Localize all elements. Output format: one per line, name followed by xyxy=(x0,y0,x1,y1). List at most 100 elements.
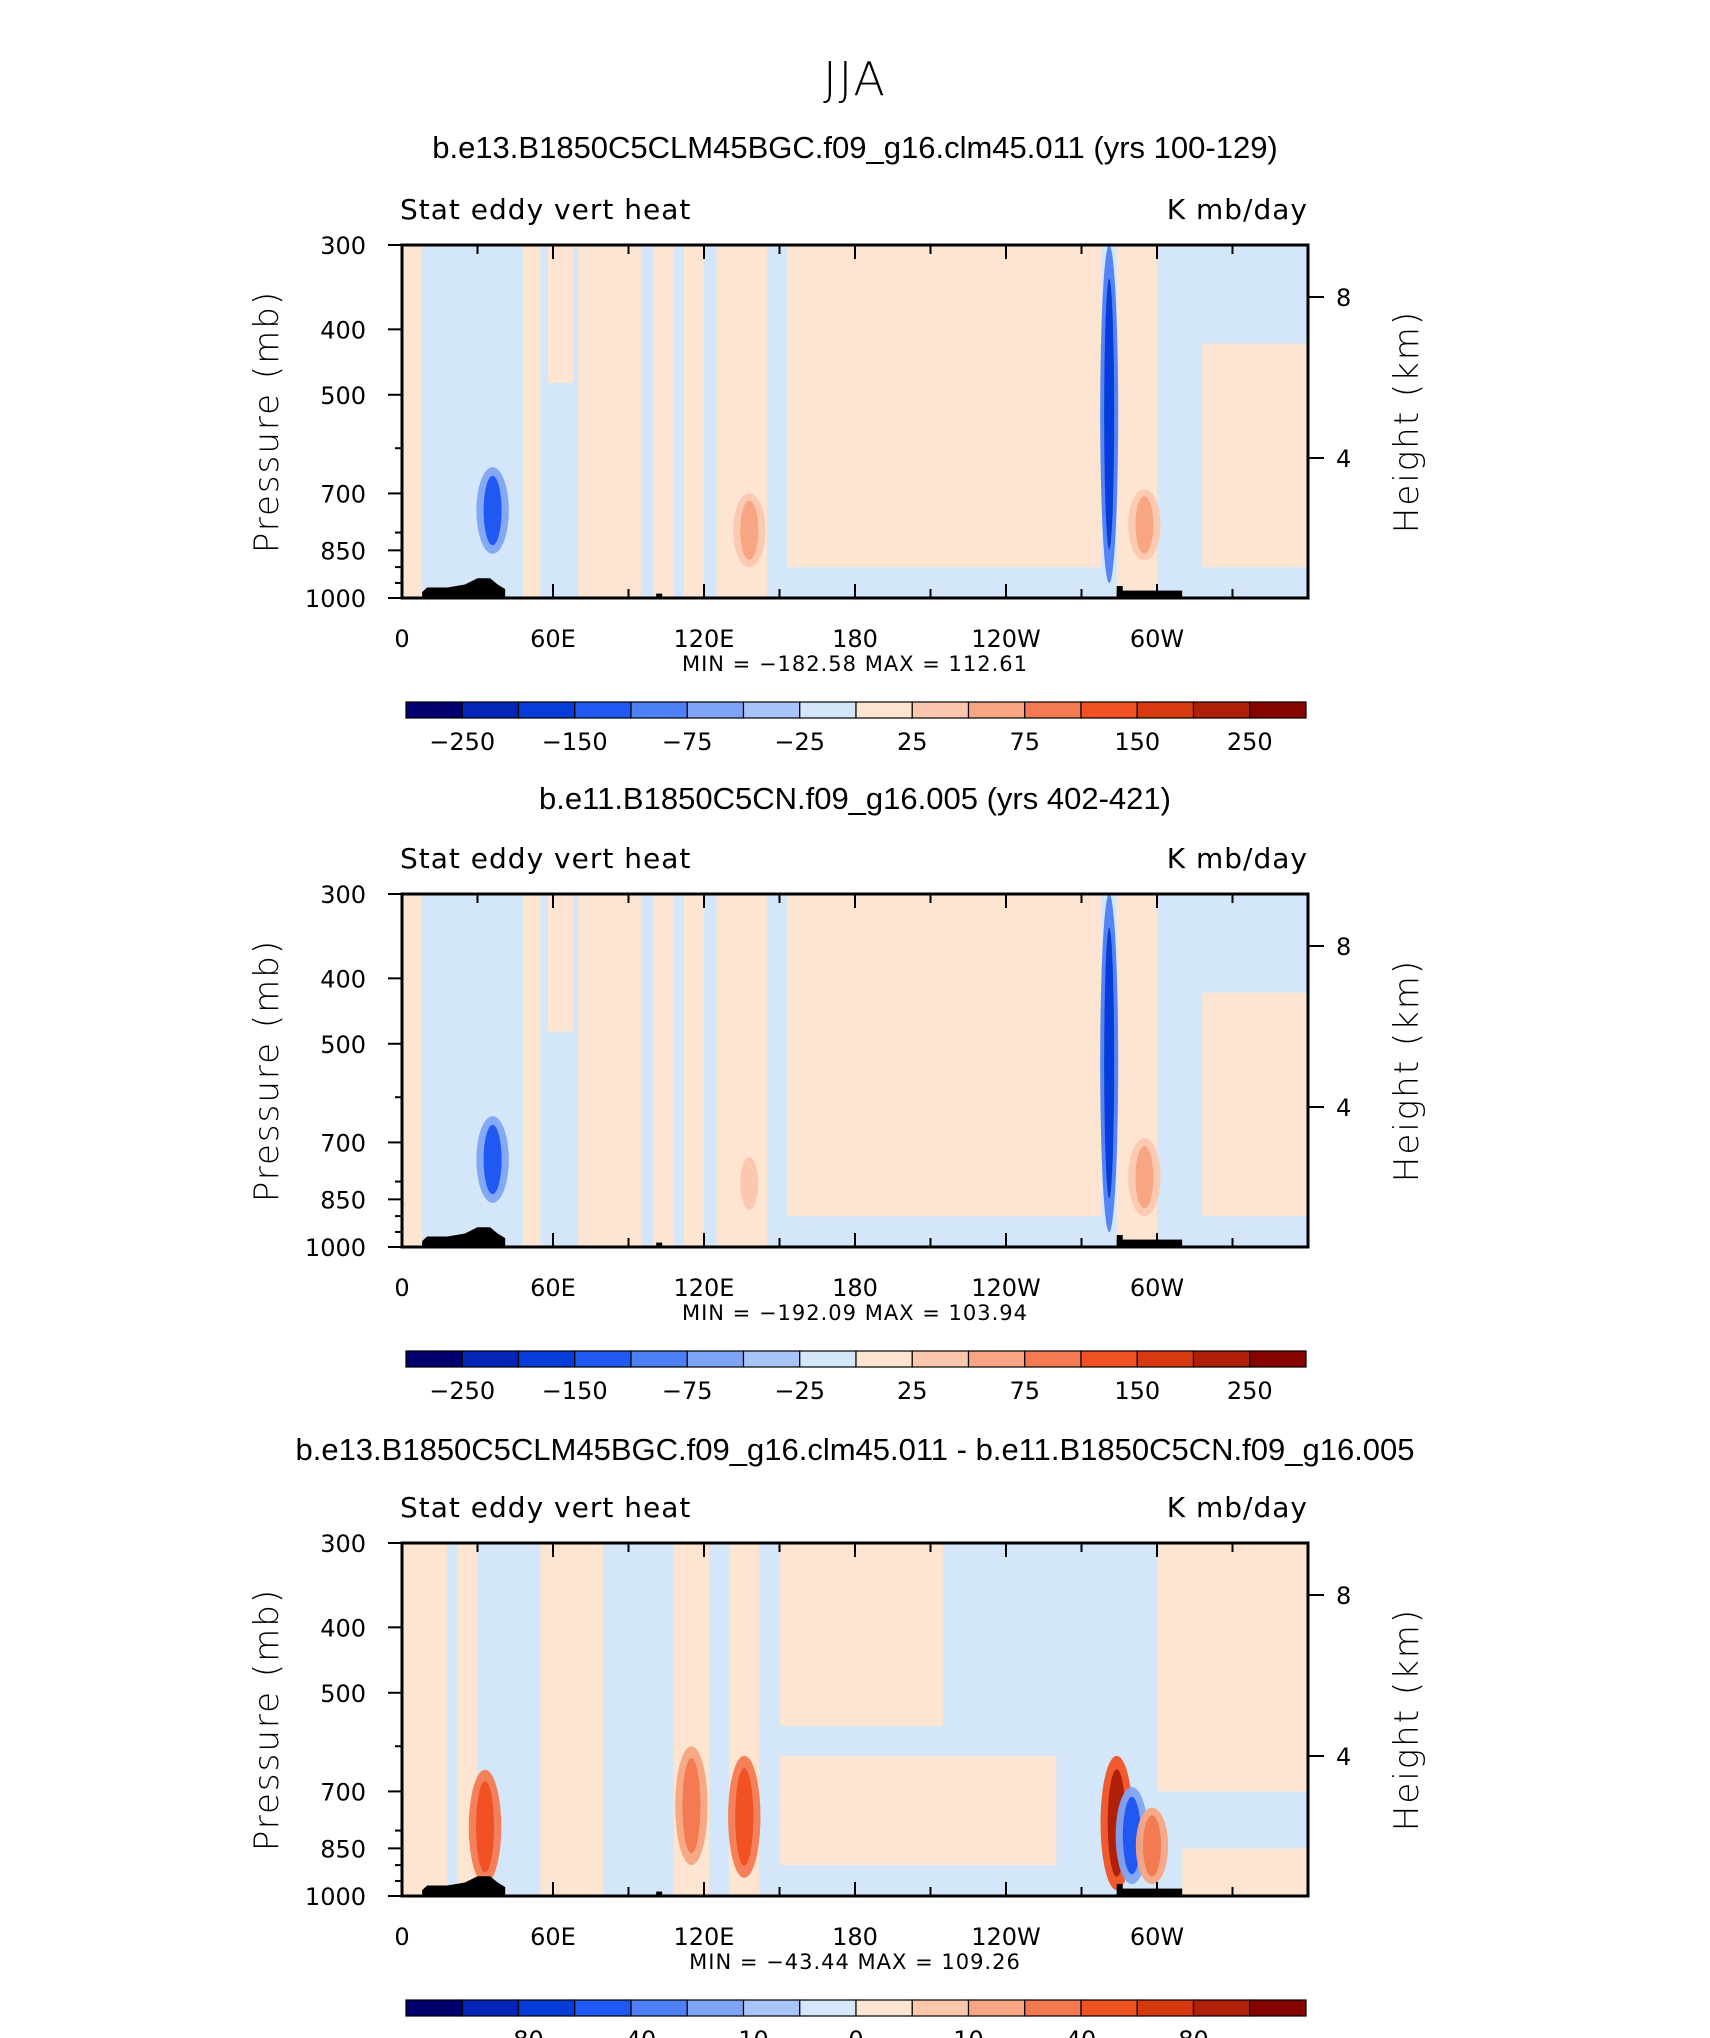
y-tick-label: 700 xyxy=(320,1129,366,1157)
colorbar-box xyxy=(1024,1999,1082,2017)
y-tick-label: 400 xyxy=(320,965,366,993)
feature-core xyxy=(682,1758,701,1854)
y-tick-label: 300 xyxy=(320,881,366,909)
colorbar-box xyxy=(855,1999,913,2017)
x-tick-label: 120E xyxy=(674,625,735,653)
field-region xyxy=(653,894,674,1247)
colorbar-box xyxy=(517,1999,576,2017)
colorbar-box xyxy=(686,1999,745,2017)
colorbar-box xyxy=(911,701,970,719)
colorbar-label: −25 xyxy=(774,728,825,756)
main-title: JJA xyxy=(823,52,887,106)
field-region xyxy=(402,1543,448,1896)
panel-3: 0 60E 120E 180 120W 60W300400500700850100084P… xyxy=(247,1491,1427,2038)
y-tick-label: 1000 xyxy=(305,1234,366,1262)
colorbar-label: −150 xyxy=(542,1377,608,1405)
feature-core xyxy=(1104,927,1115,1199)
colorbar-box xyxy=(517,1350,576,1368)
y-tick-label: 850 xyxy=(320,1186,366,1214)
colorbar-box xyxy=(574,1999,632,2017)
feature-core xyxy=(1135,1145,1154,1209)
colorbar-label: 150 xyxy=(1114,728,1160,756)
y-axis-label: Pressure (mb) xyxy=(247,1588,287,1851)
field-region xyxy=(1157,1543,1308,1792)
colorbar-label: −80 xyxy=(493,2026,544,2038)
x-tick-label: 0 xyxy=(394,1923,409,1951)
land-americas xyxy=(1116,1888,1183,1896)
colorbar-box xyxy=(855,701,913,719)
y-axis-label: Pressure (mb) xyxy=(247,939,287,1202)
field-region xyxy=(787,245,1102,568)
colorbar-box xyxy=(855,1350,913,1368)
field-region xyxy=(1202,343,1308,568)
colorbar-label: −250 xyxy=(429,1377,495,1405)
colorbar-box xyxy=(799,1999,857,2017)
panel-2: 0 60E 120E 180 120W 60W 300 400 500 700 850 1000 8 4 P… xyxy=(247,842,1427,1405)
colorbar-label: 80 xyxy=(1178,2026,1209,2038)
colorbar-label: 40 xyxy=(1066,2026,1097,2038)
colorbar-box xyxy=(1136,701,1195,719)
field-region xyxy=(1202,992,1308,1217)
colorbar-box xyxy=(686,701,745,719)
land-andes xyxy=(1116,1884,1123,1896)
y-right-axis-label: Height (km) xyxy=(1387,310,1427,533)
y-tick-label: 500 xyxy=(320,382,366,410)
colorbar-box xyxy=(630,701,688,719)
x-tick-label: 120W xyxy=(971,1923,1041,1951)
colorbar-box xyxy=(461,1350,520,1368)
y-right-axis-label: Height (km) xyxy=(1387,959,1427,1182)
x-tick-label: 120E xyxy=(674,1923,735,1951)
colorbar-box xyxy=(1192,701,1251,719)
colorbar-label: 250 xyxy=(1227,728,1273,756)
land-americas xyxy=(1116,1239,1183,1247)
field-3 xyxy=(402,1543,1308,1896)
x-tick-label: 180 xyxy=(832,625,878,653)
x-tick-label: 60W xyxy=(1130,625,1184,653)
colorbar-label: 10 xyxy=(953,2026,984,2038)
field-region xyxy=(683,894,704,1247)
panel-1-title: b.e13.B1850C5CLM45BGC.f09_g16.clm45.011 … xyxy=(432,130,1278,165)
colorbar-label: −10 xyxy=(718,2026,769,2038)
x-tick-label: 60E xyxy=(530,1923,576,1951)
land-asia xyxy=(422,578,506,598)
colorbar-label: 0 xyxy=(848,2026,863,2038)
colorbar-box xyxy=(574,701,632,719)
right-string: K mb/day xyxy=(1167,842,1308,875)
x-tick-label: 60W xyxy=(1130,1923,1184,1951)
colorbar-box xyxy=(461,1999,520,2017)
colorbar-box xyxy=(1192,1999,1251,2017)
y-right-tick-label: 4 xyxy=(1336,1094,1351,1122)
feature-core xyxy=(740,1157,759,1210)
y-tick-label: 400 xyxy=(320,1614,366,1642)
right-string: K mb/day xyxy=(1167,193,1308,226)
colorbar-box xyxy=(1080,701,1138,719)
colorbar-box xyxy=(799,1350,857,1368)
feature-core xyxy=(1135,496,1154,554)
x-tick-label: 120W xyxy=(971,625,1041,653)
land-island xyxy=(656,1242,663,1247)
colorbar-box xyxy=(1136,1350,1195,1368)
feature-core xyxy=(740,500,759,560)
y-tick-label: 300 xyxy=(320,232,366,260)
field-region xyxy=(578,894,642,1247)
land-americas xyxy=(1116,590,1183,598)
y-tick-label: 500 xyxy=(320,1680,366,1708)
land-asia xyxy=(422,1227,506,1247)
y-right-axis-label: Height (km) xyxy=(1387,1608,1427,1831)
stats-line: MIN = −43.44 MAX = 109.26 xyxy=(689,1950,1021,1974)
feature-core xyxy=(1104,278,1115,550)
y-tick-label: 300 xyxy=(320,1530,366,1558)
panel-1: 0 60E 120E 180 120W 60W 300 400 500 700 850 1000 8 4 P… xyxy=(247,193,1427,756)
y-axis-label: Pressure (mb) xyxy=(247,290,287,553)
colorbar-label: −75 xyxy=(662,728,713,756)
field-region xyxy=(547,894,574,1032)
colorbar-box xyxy=(911,1350,970,1368)
colorbar-label: −25 xyxy=(774,1377,825,1405)
field-region xyxy=(540,1543,604,1896)
colorbar-box xyxy=(1249,1350,1307,1368)
colorbar-label: −40 xyxy=(606,2026,657,2038)
colorbar-label: 250 xyxy=(1227,1377,1273,1405)
x-tick-label: 0 xyxy=(394,625,409,653)
colorbar-label: 75 xyxy=(1009,1377,1040,1405)
field-region xyxy=(522,245,541,598)
